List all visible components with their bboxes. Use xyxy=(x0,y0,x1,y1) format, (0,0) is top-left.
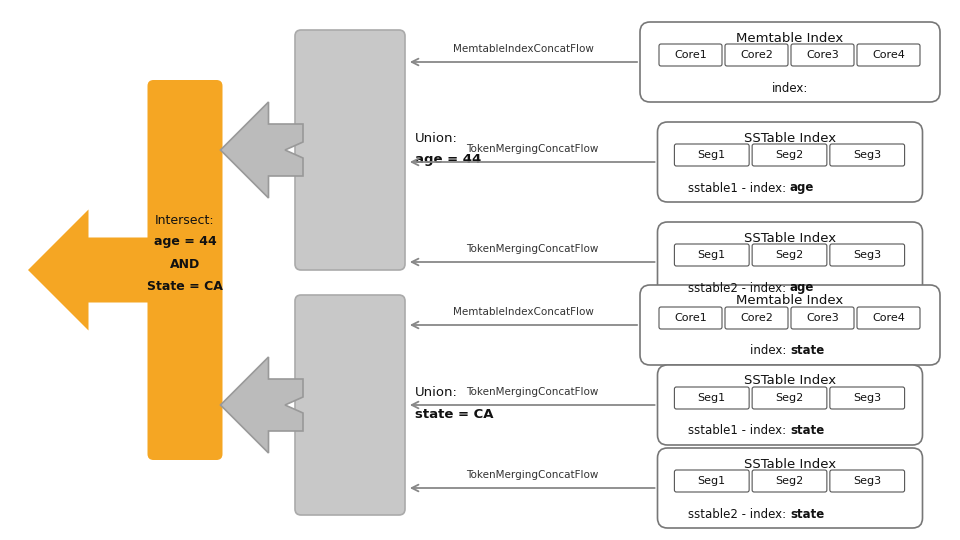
FancyBboxPatch shape xyxy=(658,448,923,528)
Text: age: age xyxy=(790,281,814,294)
FancyBboxPatch shape xyxy=(674,244,749,266)
FancyBboxPatch shape xyxy=(829,144,904,166)
Text: Seg2: Seg2 xyxy=(776,476,804,486)
Text: Seg1: Seg1 xyxy=(698,150,726,160)
Text: age = 44: age = 44 xyxy=(415,153,481,166)
Text: SSTable Index: SSTable Index xyxy=(744,232,836,245)
FancyBboxPatch shape xyxy=(752,144,827,166)
FancyBboxPatch shape xyxy=(791,307,854,329)
FancyBboxPatch shape xyxy=(674,387,749,409)
Text: TokenMergingConcatFlow: TokenMergingConcatFlow xyxy=(466,144,598,154)
Text: Seg3: Seg3 xyxy=(853,393,881,403)
Text: Seg2: Seg2 xyxy=(776,250,804,260)
FancyBboxPatch shape xyxy=(791,44,854,66)
Text: State = CA: State = CA xyxy=(147,280,223,293)
FancyBboxPatch shape xyxy=(659,307,722,329)
Text: Core1: Core1 xyxy=(674,313,707,323)
Text: Core4: Core4 xyxy=(872,313,905,323)
Text: Core2: Core2 xyxy=(740,313,773,323)
FancyBboxPatch shape xyxy=(295,295,405,515)
FancyBboxPatch shape xyxy=(829,244,904,266)
FancyBboxPatch shape xyxy=(640,22,940,102)
Text: Seg3: Seg3 xyxy=(853,150,881,160)
FancyBboxPatch shape xyxy=(640,285,940,365)
Text: index:: index: xyxy=(772,82,808,94)
Text: Seg3: Seg3 xyxy=(853,250,881,260)
Text: Core1: Core1 xyxy=(674,50,707,60)
Text: Seg1: Seg1 xyxy=(698,393,726,403)
Text: age = 44: age = 44 xyxy=(154,235,216,248)
FancyBboxPatch shape xyxy=(752,387,827,409)
Polygon shape xyxy=(221,102,303,198)
Text: Memtable Index: Memtable Index xyxy=(736,31,844,44)
Text: index:: index: xyxy=(750,345,790,357)
Text: Core3: Core3 xyxy=(806,50,839,60)
FancyBboxPatch shape xyxy=(857,307,920,329)
Text: state: state xyxy=(790,508,825,521)
FancyBboxPatch shape xyxy=(752,470,827,492)
FancyBboxPatch shape xyxy=(725,44,788,66)
Text: sstable2 - index:: sstable2 - index: xyxy=(688,508,790,521)
FancyBboxPatch shape xyxy=(752,244,827,266)
Text: Seg2: Seg2 xyxy=(776,150,804,160)
Text: TokenMergingConcatFlow: TokenMergingConcatFlow xyxy=(466,470,598,480)
Text: Seg1: Seg1 xyxy=(698,250,726,260)
FancyBboxPatch shape xyxy=(658,365,923,445)
Text: Core4: Core4 xyxy=(872,50,905,60)
Text: Seg1: Seg1 xyxy=(698,476,726,486)
Text: state: state xyxy=(790,424,825,437)
Text: SSTable Index: SSTable Index xyxy=(744,375,836,388)
FancyBboxPatch shape xyxy=(148,80,223,460)
Text: Union:: Union: xyxy=(415,132,458,145)
Text: state: state xyxy=(790,345,825,357)
FancyBboxPatch shape xyxy=(295,30,405,270)
Text: AND: AND xyxy=(170,258,200,271)
FancyBboxPatch shape xyxy=(857,44,920,66)
FancyBboxPatch shape xyxy=(658,222,923,302)
FancyBboxPatch shape xyxy=(829,387,904,409)
Text: Union:: Union: xyxy=(415,387,458,400)
Text: SSTable Index: SSTable Index xyxy=(744,457,836,470)
Text: Seg2: Seg2 xyxy=(776,393,804,403)
Text: sstable2 - index:: sstable2 - index: xyxy=(688,281,790,294)
Text: age: age xyxy=(790,181,814,194)
FancyBboxPatch shape xyxy=(659,44,722,66)
Text: Intersect:: Intersect: xyxy=(156,213,215,226)
Text: sstable1 - index:: sstable1 - index: xyxy=(688,424,790,437)
FancyBboxPatch shape xyxy=(674,144,749,166)
Text: Seg3: Seg3 xyxy=(853,476,881,486)
FancyBboxPatch shape xyxy=(658,122,923,202)
FancyBboxPatch shape xyxy=(725,307,788,329)
Polygon shape xyxy=(28,210,152,330)
Text: MemtableIndexConcatFlow: MemtableIndexConcatFlow xyxy=(453,307,594,317)
Polygon shape xyxy=(221,357,303,453)
FancyBboxPatch shape xyxy=(674,470,749,492)
Text: Core3: Core3 xyxy=(806,313,839,323)
Text: TokenMergingConcatFlow: TokenMergingConcatFlow xyxy=(466,244,598,254)
Text: sstable1 - index:: sstable1 - index: xyxy=(688,181,790,194)
Text: MemtableIndexConcatFlow: MemtableIndexConcatFlow xyxy=(453,44,594,54)
FancyBboxPatch shape xyxy=(829,470,904,492)
Text: Memtable Index: Memtable Index xyxy=(736,294,844,307)
Text: TokenMergingConcatFlow: TokenMergingConcatFlow xyxy=(466,387,598,397)
Text: state = CA: state = CA xyxy=(415,408,493,422)
Text: SSTable Index: SSTable Index xyxy=(744,132,836,145)
Text: Core2: Core2 xyxy=(740,50,773,60)
